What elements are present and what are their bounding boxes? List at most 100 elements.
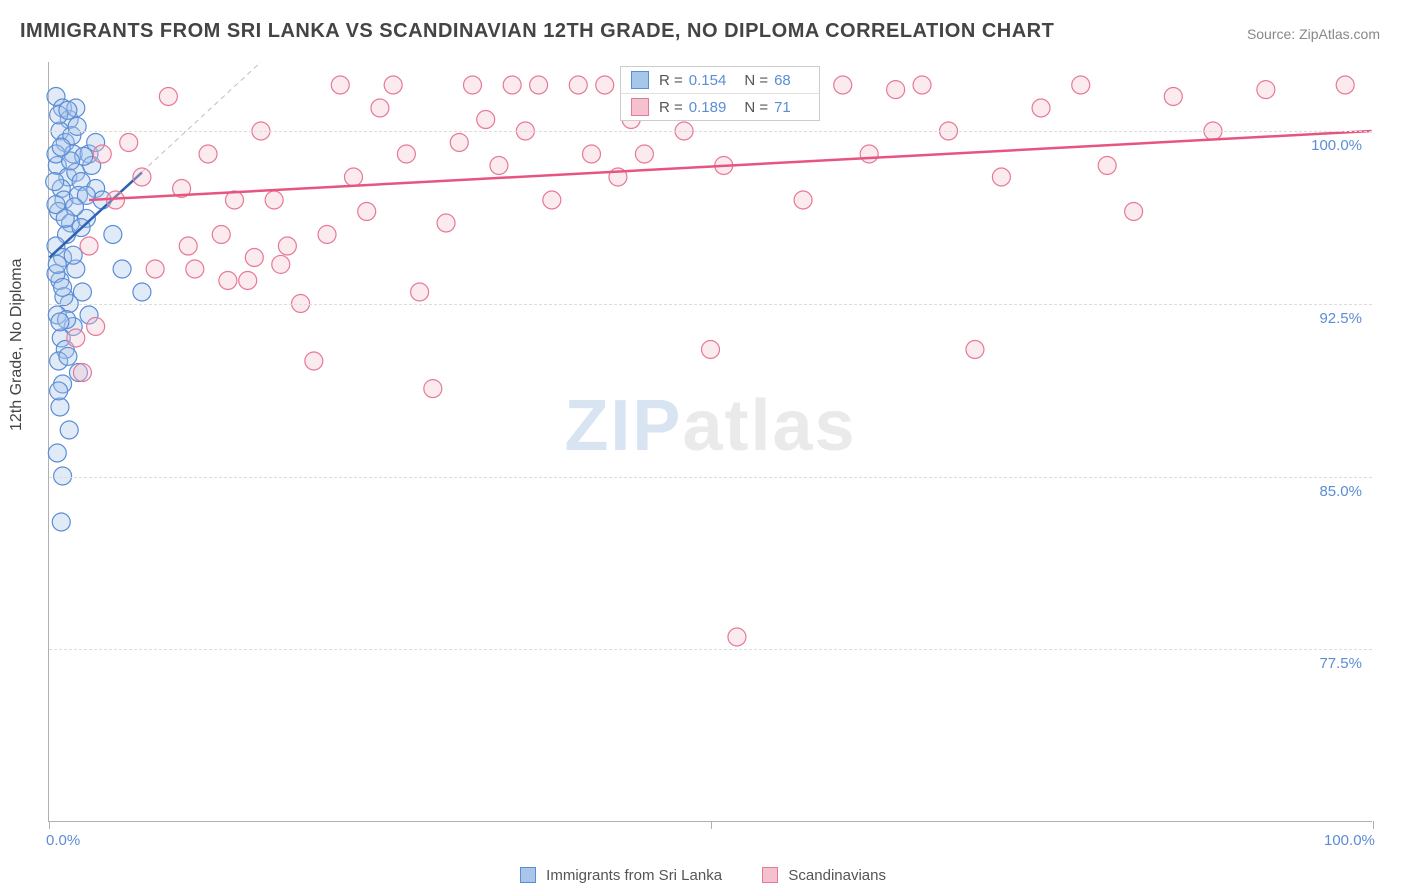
y-tick-label: 77.5% <box>1319 655 1362 672</box>
legend-label: Immigrants from Sri Lanka <box>546 867 722 884</box>
correlation-legend: R = 0.154 N = 68 R = 0.189 N = 71 <box>620 66 820 121</box>
x-tick <box>1373 821 1374 829</box>
data-point-scandinavians <box>450 134 468 152</box>
gridline <box>49 477 1372 478</box>
data-point-scandinavians <box>331 76 349 94</box>
data-point-scandinavians <box>794 191 812 209</box>
data-point-scandinavians <box>73 364 91 382</box>
x-tick <box>711 821 712 829</box>
data-point-scandinavians <box>437 214 455 232</box>
data-point-scandinavians <box>219 272 237 290</box>
data-point-scandinavians <box>239 272 257 290</box>
data-point-scandinavians <box>80 237 98 255</box>
data-point-sri_lanka <box>48 444 66 462</box>
data-point-scandinavians <box>272 255 290 273</box>
data-point-scandinavians <box>411 283 429 301</box>
data-point-scandinavians <box>490 157 508 175</box>
gridline <box>49 649 1372 650</box>
data-point-scandinavians <box>583 145 601 163</box>
x-tick-label: 100.0% <box>1324 832 1375 849</box>
data-point-sri_lanka <box>46 173 64 191</box>
data-point-sri_lanka <box>51 313 69 331</box>
legend-row-scandinavians: R = 0.189 N = 71 <box>621 93 819 120</box>
data-point-scandinavians <box>186 260 204 278</box>
data-point-scandinavians <box>358 203 376 221</box>
data-point-scandinavians <box>530 76 548 94</box>
data-point-scandinavians <box>596 76 614 94</box>
data-point-scandinavians <box>397 145 415 163</box>
data-point-scandinavians <box>87 318 105 336</box>
y-tick-label: 100.0% <box>1311 137 1362 154</box>
data-point-scandinavians <box>992 168 1010 186</box>
data-point-scandinavians <box>913 76 931 94</box>
data-point-sri_lanka <box>60 421 78 439</box>
data-point-scandinavians <box>1336 76 1354 94</box>
scatter-svg <box>49 62 1372 821</box>
data-point-scandinavians <box>635 145 653 163</box>
data-point-scandinavians <box>569 76 587 94</box>
bottom-legend: Immigrants from Sri Lanka Scandinavians <box>0 867 1406 884</box>
data-point-sri_lanka <box>104 226 122 244</box>
swatch-sri-lanka <box>631 71 649 89</box>
r-value-scandinavians: 0.189 <box>689 99 727 116</box>
data-point-scandinavians <box>212 226 230 244</box>
data-point-sri_lanka <box>68 117 86 135</box>
data-point-scandinavians <box>371 99 389 117</box>
data-point-scandinavians <box>120 134 138 152</box>
data-point-scandinavians <box>159 88 177 106</box>
x-tick <box>49 821 50 829</box>
data-point-scandinavians <box>305 352 323 370</box>
data-point-scandinavians <box>278 237 296 255</box>
legend-label: Scandinavians <box>788 867 886 884</box>
gridline <box>49 304 1372 305</box>
n-value-scandinavians: 71 <box>774 99 791 116</box>
x-tick-label: 0.0% <box>46 832 80 849</box>
swatch-icon <box>520 867 536 883</box>
data-point-scandinavians <box>265 191 283 209</box>
data-point-sri_lanka <box>50 382 68 400</box>
legend-row-sri-lanka: R = 0.154 N = 68 <box>621 67 819 93</box>
data-point-sri_lanka <box>56 209 74 227</box>
swatch-scandinavians <box>631 98 649 116</box>
data-point-scandinavians <box>424 380 442 398</box>
data-point-scandinavians <box>887 81 905 99</box>
data-point-scandinavians <box>1125 203 1143 221</box>
data-point-scandinavians <box>318 226 336 244</box>
n-value-sri-lanka: 68 <box>774 72 791 89</box>
data-point-sri_lanka <box>54 278 72 296</box>
data-point-scandinavians <box>1098 157 1116 175</box>
data-point-scandinavians <box>179 237 197 255</box>
swatch-icon <box>762 867 778 883</box>
r-value-sri-lanka: 0.154 <box>689 72 727 89</box>
data-point-scandinavians <box>1032 99 1050 117</box>
data-point-scandinavians <box>728 628 746 646</box>
data-point-scandinavians <box>477 111 495 129</box>
y-tick-label: 92.5% <box>1319 310 1362 327</box>
data-point-sri_lanka <box>64 246 82 264</box>
data-point-scandinavians <box>146 260 164 278</box>
data-point-scandinavians <box>702 341 720 359</box>
data-point-scandinavians <box>503 76 521 94</box>
data-point-sri_lanka <box>52 138 70 156</box>
data-point-scandinavians <box>345 168 363 186</box>
data-point-scandinavians <box>199 145 217 163</box>
data-point-scandinavians <box>834 76 852 94</box>
y-tick-label: 85.0% <box>1319 483 1362 500</box>
data-point-sri_lanka <box>59 347 77 365</box>
chart-title: IMMIGRANTS FROM SRI LANKA VS SCANDINAVIA… <box>20 20 1054 43</box>
data-point-scandinavians <box>93 145 111 163</box>
plot-area: ZIPatlas R = 0.154 N = 68 R = 0.189 N = … <box>48 62 1372 822</box>
data-point-sri_lanka <box>59 101 77 119</box>
trend-line-scandinavians <box>89 131 1372 200</box>
data-point-scandinavians <box>464 76 482 94</box>
data-point-scandinavians <box>67 329 85 347</box>
data-point-sri_lanka <box>52 513 70 531</box>
data-point-sri_lanka <box>51 398 69 416</box>
legend-item-scandinavians: Scandinavians <box>762 867 886 884</box>
data-point-scandinavians <box>133 168 151 186</box>
data-point-scandinavians <box>966 341 984 359</box>
data-point-sri_lanka <box>133 283 151 301</box>
gridline <box>49 131 1372 132</box>
data-point-sri_lanka <box>113 260 131 278</box>
data-point-scandinavians <box>245 249 263 267</box>
